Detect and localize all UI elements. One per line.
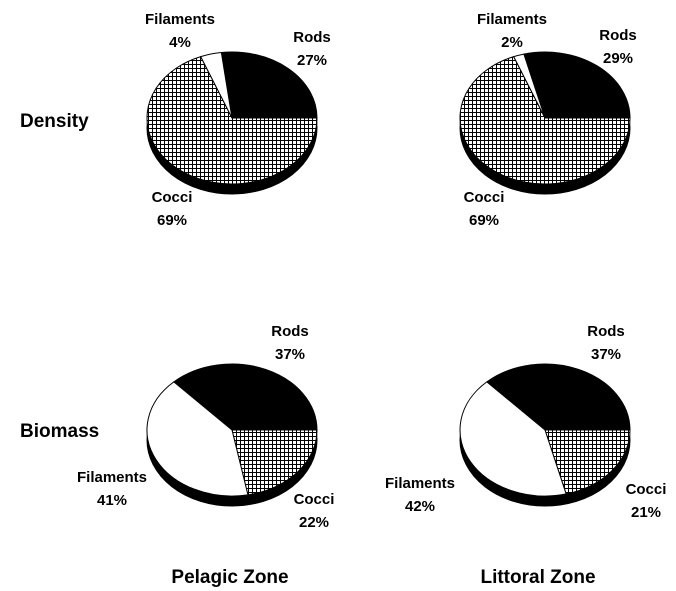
pie-slice <box>544 429 631 495</box>
slice-label: Rods <box>587 323 625 340</box>
slice-value-label: 21% <box>631 504 661 521</box>
slice-value-label: 37% <box>275 346 305 363</box>
slice-label: Cocci <box>294 491 335 508</box>
row-label: Biomass <box>20 421 99 442</box>
pie-slice <box>485 363 631 431</box>
slice-value-label: 69% <box>469 212 499 229</box>
column-label: Pelagic Zone <box>171 567 288 588</box>
slice-value-label: 41% <box>97 492 127 509</box>
slice-label: Filaments <box>145 11 215 28</box>
slice-label: Filaments <box>385 475 455 492</box>
slice-label: Rods <box>599 27 637 44</box>
slice-label: Rods <box>293 29 331 46</box>
pie-slice <box>199 51 233 119</box>
pie-slice <box>146 381 249 497</box>
row-label: Density <box>20 111 89 132</box>
slice-value-label: 4% <box>169 34 191 51</box>
slice-value-label: 42% <box>405 498 435 515</box>
slice-value-label: 37% <box>591 346 621 363</box>
pie-slice <box>459 56 631 185</box>
pie-slice <box>523 51 631 119</box>
slice-value-label: 22% <box>299 514 329 531</box>
pie-slice <box>231 429 318 496</box>
pie-slice <box>459 381 567 497</box>
slice-value-label: 69% <box>157 212 187 229</box>
slice-value-label: 2% <box>501 34 523 51</box>
slice-label: Rods <box>271 323 309 340</box>
slice-label: Filaments <box>477 11 547 28</box>
pie-slice <box>220 51 318 119</box>
column-label: Littoral Zone <box>480 567 595 588</box>
pie-slice <box>146 56 318 185</box>
pie-slice <box>172 363 318 431</box>
pie-slice <box>512 53 546 119</box>
slice-value-label: 29% <box>603 50 633 67</box>
slice-label: Cocci <box>152 189 193 206</box>
slice-label: Filaments <box>77 469 147 486</box>
slice-label: Cocci <box>464 189 505 206</box>
slice-label: Cocci <box>626 481 667 498</box>
slice-value-label: 27% <box>297 52 327 69</box>
